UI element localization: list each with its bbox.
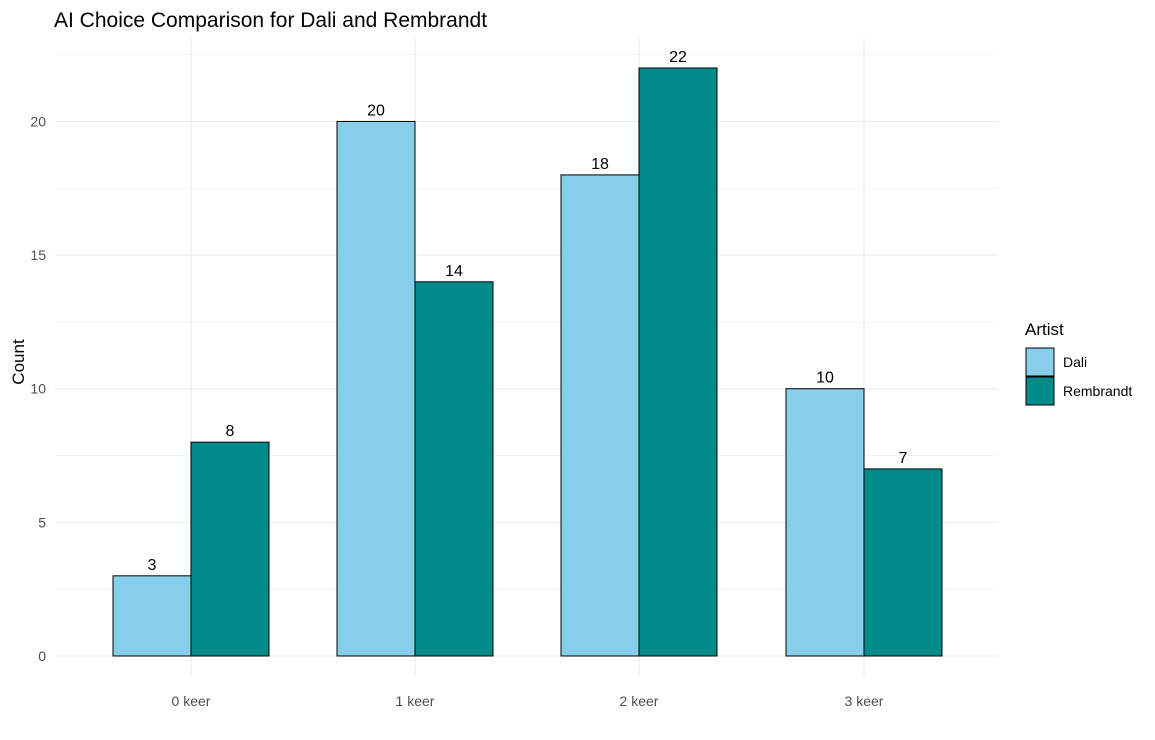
y-tick-label: 10 xyxy=(30,381,46,397)
x-tick-label: 3 keer xyxy=(845,693,884,709)
legend-key-rembrandt xyxy=(1025,376,1055,406)
bar-dali-0 xyxy=(112,575,192,657)
data-label: 14 xyxy=(445,263,463,280)
legend-title: Artist xyxy=(1025,320,1064,339)
bar-dali-3 xyxy=(785,388,865,657)
data-label: 18 xyxy=(591,156,609,173)
bar-rembrandt-0 xyxy=(190,441,270,657)
legend: Artist Dali Rembrandt xyxy=(1025,320,1132,406)
data-label: 20 xyxy=(367,102,385,119)
x-tick-label: 2 keer xyxy=(620,693,659,709)
bars-layer xyxy=(112,67,943,657)
data-label: 22 xyxy=(669,49,687,66)
y-tick-label: 0 xyxy=(38,648,46,664)
bar-rembrandt-3 xyxy=(863,468,943,657)
legend-key-dali xyxy=(1025,347,1055,377)
data-label: 10 xyxy=(816,370,834,387)
bar-rembrandt-2 xyxy=(638,67,718,657)
bar-dali-2 xyxy=(560,174,640,657)
y-tick-label: 15 xyxy=(30,247,46,263)
data-label: 3 xyxy=(148,557,157,574)
bar-rembrandt-1 xyxy=(414,281,494,657)
legend-label-dali: Dali xyxy=(1063,354,1087,370)
y-tick-label: 20 xyxy=(30,113,46,129)
chart-title: AI Choice Comparison for Dali and Rembra… xyxy=(54,9,487,32)
y-tick-label: 5 xyxy=(38,514,46,530)
legend-label-rembrandt: Rembrandt xyxy=(1063,383,1132,399)
data-label: 8 xyxy=(226,423,235,440)
data-labels-layer: 3 20 18 10 8 14 22 7 xyxy=(148,49,908,574)
x-tick-label: 1 keer xyxy=(396,693,435,709)
data-label: 7 xyxy=(899,450,908,467)
y-axis-label: Count xyxy=(9,339,28,385)
x-tick-label: 0 keer xyxy=(172,693,211,709)
axis-layer: 0 5 10 15 20 0 keer 1 keer 2 keer 3 keer xyxy=(30,113,883,709)
bar-dali-1 xyxy=(336,120,416,657)
